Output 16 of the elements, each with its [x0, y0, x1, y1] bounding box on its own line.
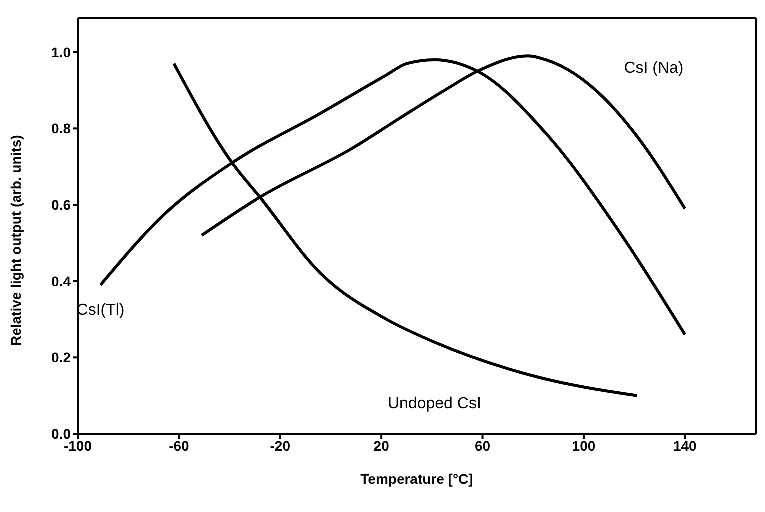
x-tick-label: 60	[474, 438, 491, 454]
x-tick-label: 100	[572, 438, 596, 454]
text: Undoped CsI	[388, 395, 482, 412]
x-axis-title: Temperature [°C]	[360, 471, 474, 487]
x-tick-label: -20	[270, 438, 291, 454]
y-tick-label: 0.4	[52, 273, 72, 290]
x-tick-label: -60	[169, 438, 190, 454]
x-tick-label: 140	[673, 438, 698, 454]
y-tick-label: 0.2	[52, 350, 72, 366]
y-tick-label: 1.0	[52, 44, 72, 60]
y-tick-label: 0.8	[52, 120, 72, 137]
series-label: CsI (Na)	[624, 60, 684, 78]
x-tick-label: 20	[374, 438, 390, 454]
y-axis-title: Relative light output (arb. units)	[8, 135, 24, 346]
y-tick-label: 0.0	[52, 426, 72, 442]
y-tick-label: 0.6	[52, 196, 72, 213]
